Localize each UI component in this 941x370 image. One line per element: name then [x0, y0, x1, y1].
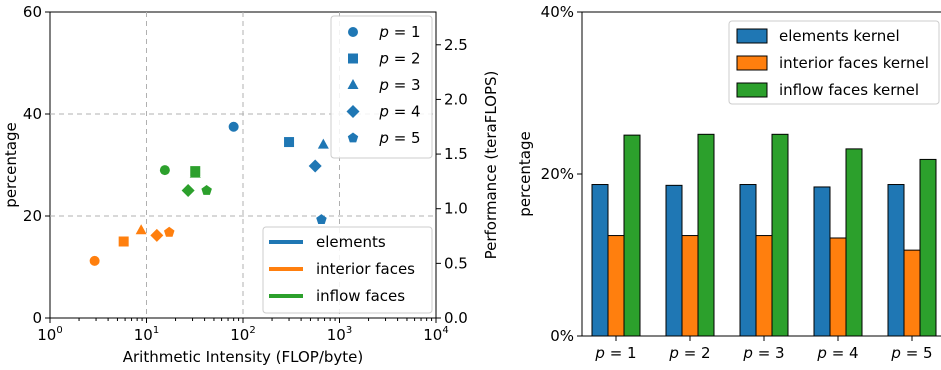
scatter-y2-tick-label: 1.5	[444, 145, 468, 163]
marker-legend-label: p = 3	[378, 76, 420, 94]
bar-elements-kernel-p1	[591, 184, 609, 337]
scatter-y-tick-label: 0	[32, 309, 42, 327]
bar-legend-label: interior faces kernel	[779, 54, 929, 72]
series-legend-label: interior faces	[316, 260, 415, 278]
marker-legend-label: p = 1	[378, 23, 420, 41]
bar-x-tick-label: p = 4	[816, 344, 858, 362]
marker-legend-label: p = 2	[378, 50, 420, 68]
data-point-elements-p5	[316, 214, 327, 224]
bar-chart: 0% 20% 40% p = 1 p = 2 p = 3 p = 4 p = 5 perce…	[516, 3, 941, 362]
scatter-y2-axis: 0.0 0.5 1.0 1.5 2.0 2.5	[436, 36, 468, 327]
bar-y-tick-label: 0%	[550, 327, 574, 345]
marker-legend-label: p = 4	[378, 103, 420, 121]
scatter-y-tick-label: 40	[23, 105, 42, 123]
bar-x-tick-label: p = 1	[594, 344, 636, 362]
bar-series	[591, 133, 937, 337]
data-point-interior-faces-p4	[150, 228, 164, 242]
bar-legend-label: elements kernel	[779, 27, 900, 45]
scatter-y2-axis-label: Performance (teraFLOPS)	[482, 71, 500, 260]
data-point-interior-faces-p5	[164, 226, 175, 237]
scatter-y2-tick-label: 2.0	[444, 90, 468, 108]
data-point-elements-p3	[317, 138, 329, 149]
scatter-chart: 100 101 102 103 104 0 20 40 60 0.0 0.5 1.0 1.5 2.0 2…	[2, 3, 500, 366]
marker-legend-square-icon	[348, 53, 358, 64]
scatter-x-tick-label: 101	[134, 325, 159, 344]
bar-legend-swatch	[736, 82, 768, 98]
scatter-x-axis: 100 101 102 103 104	[37, 318, 449, 344]
scatter-x-axis-label: Arithmetic Intensity (FLOP/byte)	[123, 348, 364, 366]
marker-legend-diamond-icon	[346, 105, 360, 118]
scatter-x-tick-label: 104	[423, 325, 448, 344]
marker-legend-label: p = 5	[378, 129, 420, 147]
data-point-elements-p1	[228, 121, 239, 132]
bar-elements-kernel-p4	[813, 186, 831, 337]
marker-legend: p = 1 p = 2 p = 3 p = 4 p = 5	[330, 15, 433, 159]
bar-x-tick-label: p = 3	[742, 344, 784, 362]
bar-legend-swatch	[736, 28, 768, 44]
scatter-y-axis: 0 20 40 60	[23, 3, 50, 327]
data-point-elements-p2	[284, 137, 295, 148]
bar-y-axis-label: percentage	[516, 131, 534, 216]
scatter-y2-tick-label: 0.5	[444, 254, 468, 272]
bar-x-axis: p = 1 p = 2 p = 3 p = 4 p = 5	[594, 336, 933, 362]
bar-interior-faces-kernel-p4	[829, 237, 847, 337]
bar-elements-kernel-p3	[739, 184, 757, 337]
bar-inflow-faces-kernel-p2	[697, 133, 715, 337]
series-legend-label: inflow faces	[316, 287, 405, 305]
scatter-y2-tick-label: 0.0	[444, 309, 468, 327]
bar-elements-kernel-p2	[665, 184, 683, 337]
bar-x-tick-label: p = 5	[890, 344, 932, 362]
bar-inflow-faces-kernel-p3	[771, 133, 789, 337]
marker-legend-pentagon-icon	[347, 132, 359, 143]
scatter-y-axis-label: percentage	[2, 122, 20, 207]
bar-legend-swatch	[736, 55, 768, 71]
bar-inflow-faces-kernel-p4	[845, 148, 863, 337]
series-legend-label: elements	[316, 233, 386, 251]
scatter-x-tick-label: 100	[37, 325, 62, 344]
data-point-elements-p4	[308, 159, 322, 173]
data-point-inflow-faces-p5	[201, 185, 212, 195]
bar-inflow-faces-kernel-p1	[623, 134, 641, 337]
scatter-y-tick-label: 20	[23, 207, 42, 225]
marker-legend-circle-icon	[348, 27, 358, 37]
bar-interior-faces-kernel-p1	[607, 235, 625, 337]
bar-legend: elements kernel interior faces kernel infl…	[728, 20, 940, 105]
bar-interior-faces-kernel-p2	[681, 235, 699, 337]
bar-inflow-faces-kernel-p5	[919, 158, 937, 337]
scatter-y-tick-label: 60	[23, 3, 42, 21]
bar-legend-label: inflow faces kernel	[779, 81, 919, 99]
data-point-inflow-faces-p1	[159, 165, 170, 176]
data-point-interior-faces-p3	[135, 224, 147, 235]
marker-legend-triangle-icon	[347, 79, 359, 89]
scatter-y2-tick-label: 2.5	[444, 36, 468, 54]
bar-interior-faces-kernel-p5	[903, 249, 921, 337]
bar-elements-kernel-p5	[887, 184, 905, 337]
data-point-inflow-faces-p3	[189, 167, 201, 178]
scatter-y2-tick-label: 1.0	[444, 200, 468, 218]
bar-interior-faces-kernel-p3	[755, 235, 773, 337]
bar-x-tick-label: p = 2	[668, 344, 710, 362]
scatter-x-tick-label: 103	[327, 325, 352, 344]
bar-y-axis: 0% 20% 40%	[541, 3, 582, 345]
data-point-inflow-faces-p4	[181, 184, 195, 197]
data-point-interior-faces-p2	[118, 236, 129, 247]
scatter-x-tick-label: 102	[230, 325, 255, 344]
data-point-interior-faces-p1	[89, 255, 100, 266]
bar-y-tick-label: 40%	[541, 3, 574, 21]
scatter-points	[89, 121, 329, 266]
series-legend: elements interior faces inflow faces	[262, 226, 433, 314]
bar-y-tick-label: 20%	[541, 165, 574, 183]
